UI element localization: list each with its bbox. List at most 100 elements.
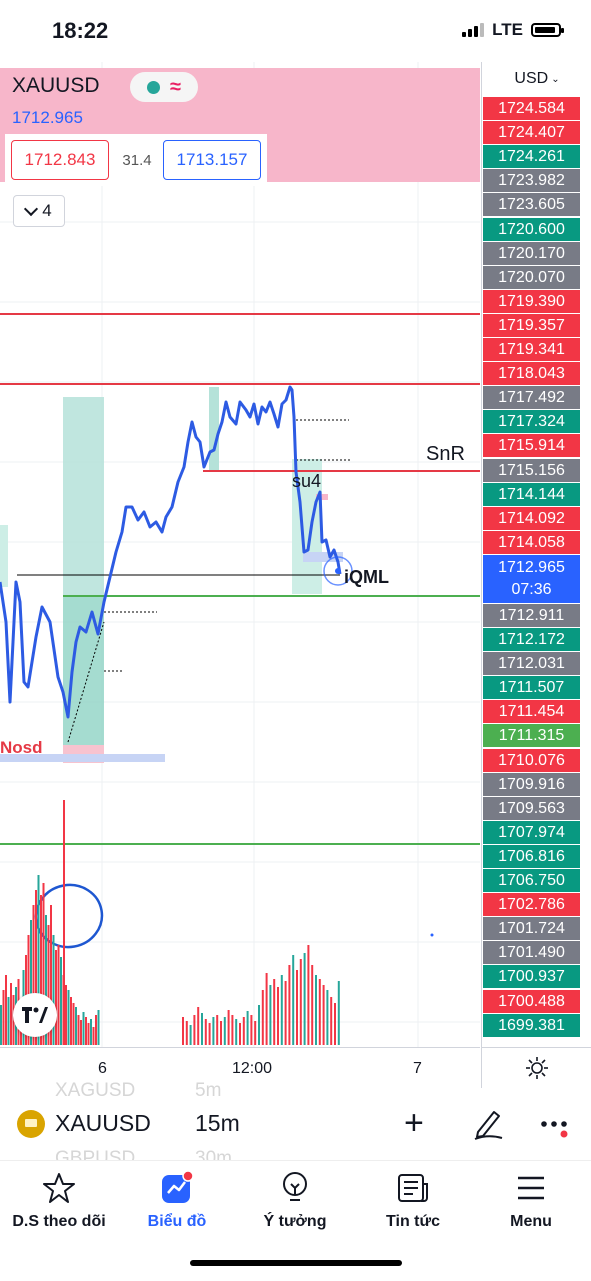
volume-bar (337, 981, 340, 1045)
price-tag: 1711.507 (483, 676, 580, 700)
price-tag: 1719.357 (483, 313, 580, 337)
indicator-count: 4 (42, 201, 52, 220)
add-icon[interactable]: + (404, 1104, 424, 1142)
tab-label: Biểu đồ (147, 1213, 207, 1230)
status-indicators: LTE (462, 20, 564, 40)
volume-bar (75, 1007, 77, 1045)
price-line (0, 385, 342, 719)
tab-label: Menu (510, 1213, 552, 1230)
price-tag: 1709.916 (483, 772, 580, 796)
volume-bar (80, 1020, 82, 1045)
volume-bar (322, 985, 325, 1045)
volume-bar (185, 1021, 188, 1045)
volume-bar (269, 985, 272, 1045)
indicators-toggle[interactable]: 4 (13, 195, 65, 227)
volume-bar (208, 1023, 211, 1045)
chevron-down-icon (24, 201, 39, 216)
short-position-zone (209, 387, 219, 472)
volume-bar (311, 965, 314, 1045)
volume-bar (242, 1017, 245, 1045)
volume-bar (182, 1017, 184, 1045)
time-label: 7 (413, 1060, 422, 1077)
volume-bar (32, 905, 35, 1045)
price-tag: 1719.390 (483, 289, 580, 313)
volume-bar (231, 1015, 234, 1045)
ghost-interval: 5m (195, 1080, 222, 1101)
home-indicator (190, 1260, 402, 1266)
toolbar-interval[interactable]: 15m (195, 1110, 240, 1136)
tab-chart[interactable]: Biểu đồ (118, 1171, 236, 1231)
volume-bar (288, 965, 291, 1045)
bar-countdown: 07:36 (511, 580, 552, 598)
volume-bar (193, 1015, 196, 1045)
sell-button[interactable]: 1712.843 (11, 140, 109, 180)
symbol-title[interactable]: XAUUSD (12, 74, 100, 97)
tradingview-logo[interactable] (13, 993, 57, 1037)
volume-bar (60, 957, 62, 1045)
price-tag: 1712.911 (483, 603, 580, 627)
volume-bar (90, 1019, 92, 1045)
price-tag: 1699.381 (483, 1013, 580, 1037)
drawing-tool-icon[interactable] (472, 1106, 504, 1145)
hamburger-icon (518, 1176, 544, 1200)
price-tag: 1706.750 (483, 869, 580, 892)
volume-bar (296, 970, 298, 1045)
time-label: 6 (98, 1060, 107, 1077)
time-axis[interactable]: 6 12:00 7 (0, 1047, 480, 1088)
price-chart[interactable]: SnR su4 iQML Nosd (0, 62, 480, 1047)
time-label: 12:00 (232, 1060, 273, 1077)
price-tag: 1712.172 (483, 628, 580, 651)
currency-selector[interactable]: USD ⌄ (482, 62, 591, 96)
tab-menu[interactable]: Menu (472, 1171, 590, 1231)
bid-ask-panel: 1712.843 31.4 1713.157 (5, 134, 267, 186)
price-tag: 1707.974 (483, 820, 580, 844)
price-tag: 1714.058 (483, 530, 580, 554)
chart-settings-button[interactable] (481, 1047, 591, 1088)
volume-bar (212, 1017, 215, 1045)
volume-bar (37, 875, 40, 1045)
price-tag: 1702.786 (483, 893, 580, 917)
signal-icon (462, 23, 485, 37)
network-type: LTE (492, 20, 523, 39)
price-tag: 1720.070 (483, 265, 580, 289)
volume-bar (10, 983, 12, 1045)
price-tag: 1723.982 (483, 169, 580, 193)
volume-bar (7, 997, 10, 1045)
volume-bar (277, 987, 279, 1045)
volume-bar (50, 905, 52, 1045)
tab-watchlist[interactable]: D.S theo dõi (0, 1171, 118, 1231)
price-tag: 1700.937 (483, 965, 580, 989)
lightbulb-icon (283, 1172, 307, 1201)
volume-bar (47, 925, 50, 1045)
volume-bar (204, 1019, 207, 1045)
volume-bar (223, 1017, 226, 1045)
buy-button[interactable]: 1713.157 (163, 140, 261, 180)
price-tag: 1720.170 (483, 241, 580, 265)
volume-bar (330, 997, 333, 1045)
snr-label: SnR (426, 443, 465, 465)
more-icon[interactable] (540, 1112, 570, 1147)
volume-bar (87, 1023, 90, 1045)
current-price-tag: 1712.965 07:36 (483, 554, 580, 603)
volume-bar (85, 1017, 87, 1045)
volume-bar (292, 955, 295, 1045)
short-position-stop (316, 494, 328, 500)
volume-bar (227, 1010, 230, 1045)
price-tag: 1715.914 (483, 434, 580, 458)
volume-bar (40, 895, 42, 1045)
market-status-pill[interactable]: ≈ (130, 72, 198, 102)
battery-icon (531, 23, 564, 37)
price-scale[interactable]: USD ⌄ 1724.584 1724.407 1724.261 1723.982 17… (481, 62, 591, 1047)
volume-bar (30, 920, 32, 1045)
volume-bar (5, 975, 7, 1045)
price-tag: 1718.043 (483, 362, 580, 386)
tab-ideas[interactable]: Ý tưởng (236, 1171, 354, 1231)
volume-bar (318, 979, 321, 1045)
price-tag: 1717.324 (483, 410, 580, 434)
tab-news[interactable]: Tin tức (354, 1171, 472, 1231)
sun-gear-icon (526, 1057, 548, 1079)
price-tag: 1714.144 (483, 482, 580, 506)
volume-bar (92, 1027, 95, 1045)
current-price-value: 1712.965 (498, 558, 565, 576)
toolbar-symbol[interactable]: XAUUSD (55, 1110, 151, 1136)
